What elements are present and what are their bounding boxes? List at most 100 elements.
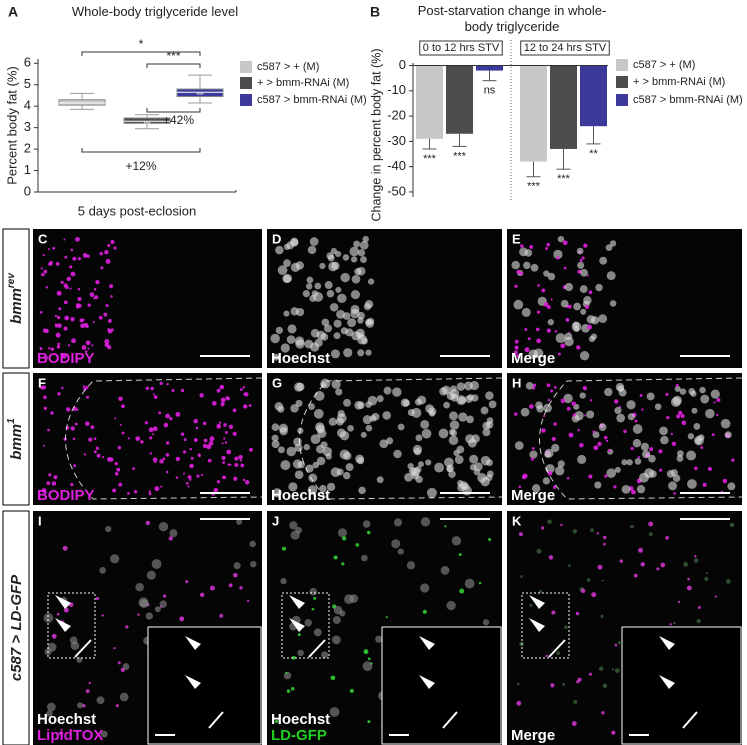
cell-dot: [648, 521, 654, 527]
cell-dot: [77, 297, 82, 302]
box-label: ***: [143, 122, 151, 128]
cell-dot: [580, 268, 588, 277]
bracket: [146, 63, 201, 68]
cell-dot: [118, 396, 123, 402]
cell-dot: [75, 304, 80, 309]
tissue-outline: [299, 377, 503, 500]
cell-dot: [598, 314, 608, 324]
cell-dot: [421, 428, 432, 439]
arrowhead: [529, 618, 545, 632]
cell-dot: [333, 605, 343, 615]
legend-label: + > bmm-RNAi (M): [633, 76, 725, 88]
cell-dot: [280, 460, 291, 471]
cell-dot: [175, 456, 181, 462]
cell-dot: [72, 256, 77, 261]
cell-dot: [604, 474, 608, 478]
row-label-sup: 1: [6, 418, 17, 424]
cell-dot: [420, 583, 430, 593]
cell-dot: [326, 289, 335, 298]
cell-dot: [520, 271, 524, 275]
cell-dot: [415, 475, 423, 484]
cell-dot: [469, 454, 479, 464]
cell-dot: [213, 487, 219, 493]
channel-label: LD-GFP: [271, 727, 327, 744]
cell-dot: [627, 413, 635, 421]
cell-dot: [271, 423, 280, 432]
cell-dot: [677, 600, 681, 604]
cell-dot: [725, 579, 731, 584]
cell-dot: [553, 386, 557, 389]
cell-dot: [406, 561, 416, 570]
cell-dot: [414, 466, 422, 473]
cell-dot: [376, 476, 384, 484]
cell-dot: [601, 711, 605, 715]
cell-dot: [579, 285, 588, 294]
cell-dot: [604, 387, 613, 397]
cell-dot: [696, 618, 701, 624]
cell-dot: [171, 388, 175, 393]
cell-dot: [43, 269, 48, 274]
cell-dot: [426, 487, 437, 498]
cell-dot: [216, 480, 221, 484]
cell-dot: [613, 399, 619, 404]
cell-dot: [356, 332, 364, 340]
cell-dot: [679, 388, 687, 395]
cell-dot: [422, 609, 427, 614]
tissue-outline: [65, 377, 263, 500]
cell-dot: [536, 548, 542, 554]
cell-dot: [222, 475, 227, 480]
cell-dot: [632, 438, 642, 448]
cell-dot: [316, 456, 326, 466]
cell-dot: [619, 559, 623, 563]
cell-dot: [145, 612, 153, 620]
cell-dot: [648, 454, 656, 463]
y-tick-label: 2: [24, 141, 31, 156]
cell-dot: [42, 254, 45, 257]
cell-dot: [82, 385, 86, 388]
cell-dot: [535, 401, 543, 410]
cell-dot: [687, 577, 690, 581]
cell-dot: [693, 423, 701, 430]
cell-dot: [524, 347, 530, 353]
panel-letter: H: [512, 375, 521, 390]
cell-dot: [117, 661, 121, 665]
cell-dot: [90, 425, 95, 430]
cell-dot: [670, 397, 681, 407]
cell-dot: [529, 603, 533, 607]
cell-dot: [680, 413, 685, 419]
cell-dot: [514, 284, 518, 288]
cell-dot: [690, 390, 697, 397]
cell-dot: [81, 345, 87, 350]
cell-dot: [674, 385, 681, 392]
cell-dot: [283, 671, 292, 680]
cell-dot: [127, 491, 130, 495]
cell-dot: [98, 315, 103, 320]
box-label: ***: [196, 93, 204, 99]
cell-dot: [239, 459, 243, 462]
cell-dot: [248, 404, 252, 408]
cell-dot: [295, 339, 305, 349]
cell-dot: [353, 240, 361, 248]
cell-dot: [603, 435, 608, 440]
cell-dot: [105, 258, 111, 264]
cell-dot: [322, 446, 333, 457]
panel-letter: C: [38, 231, 48, 246]
cell-dot: [53, 475, 58, 480]
cell-dot: [209, 436, 215, 442]
cell-dot: [557, 460, 565, 468]
cell-dot: [579, 259, 583, 262]
cell-dot: [54, 314, 58, 317]
cell-dot: [527, 337, 531, 341]
cell-dot: [575, 611, 580, 616]
cell-dot: [341, 562, 345, 566]
cell-dot: [146, 570, 156, 580]
cell-dot: [592, 430, 596, 434]
cell-dot: [183, 438, 187, 442]
cell-dot: [311, 607, 315, 611]
cell-dot: [286, 689, 291, 693]
cell-dot: [469, 464, 477, 471]
cell-dot: [114, 417, 117, 420]
cell-dot: [64, 255, 68, 259]
cell-dot: [314, 282, 322, 290]
cell-dot: [66, 407, 71, 412]
